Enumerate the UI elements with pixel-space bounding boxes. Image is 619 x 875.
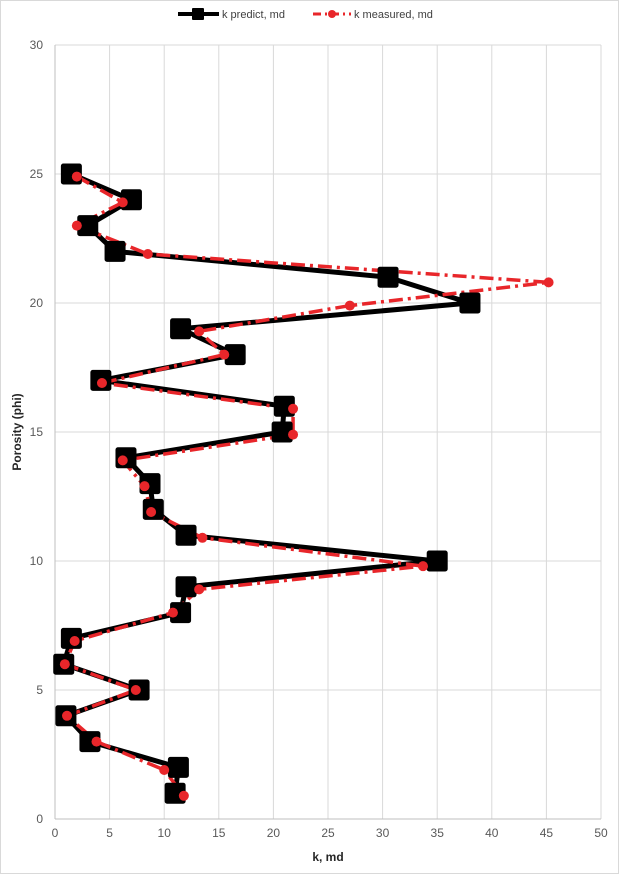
y-tick-label: 5 [36, 683, 43, 697]
tick-labels: 0 5 10 15 20 25 30 35 40 45 50 0 5 10 15 20 25 30 [30, 38, 608, 840]
axes [54, 45, 601, 820]
legend-label-measured: k measured, md [354, 9, 433, 21]
legend: k predict, md k measured, md [178, 8, 433, 21]
predict-marker [104, 240, 126, 262]
x-tick-label: 50 [594, 826, 608, 840]
y-tick-label: 10 [30, 554, 44, 568]
x-tick-label: 30 [376, 826, 390, 840]
x-tick-label: 45 [540, 826, 554, 840]
y-tick-label: 0 [36, 812, 43, 826]
measured-marker [146, 506, 157, 517]
measured-marker [178, 790, 189, 801]
x-axis-title: k, md [312, 850, 343, 864]
measured-marker [344, 300, 355, 311]
predict-marker [459, 292, 481, 314]
x-tick-label: 35 [431, 826, 445, 840]
y-tick-label: 25 [30, 167, 44, 181]
y-tick-label: 15 [30, 425, 44, 439]
legend-label-predict: k predict, md [222, 9, 285, 21]
measured-marker [59, 659, 70, 670]
predict-marker [175, 576, 197, 598]
measured-marker [167, 607, 178, 618]
predict-marker [167, 756, 189, 778]
series-markers [53, 163, 554, 804]
measured-marker [91, 736, 102, 747]
x-tick-label: 5 [106, 826, 113, 840]
predict-marker [175, 524, 197, 546]
measured-marker [159, 764, 170, 775]
measured-marker [117, 455, 128, 466]
x-tick-label: 15 [212, 826, 226, 840]
measured-marker [288, 429, 299, 440]
measured-marker [71, 220, 82, 231]
measured-marker [197, 532, 208, 543]
predict-marker [426, 550, 448, 572]
measured-marker [69, 635, 80, 646]
x-tick-label: 40 [485, 826, 499, 840]
measured-marker [96, 377, 107, 388]
x-tick-label: 10 [158, 826, 172, 840]
legend-marker-predict [192, 8, 204, 20]
y-tick-label: 30 [30, 38, 44, 52]
measured-marker [62, 710, 73, 721]
measured-marker [288, 403, 299, 414]
measured-marker [117, 197, 128, 208]
gridlines [55, 44, 602, 819]
measured-marker [130, 685, 141, 695]
series-lines [61, 171, 551, 797]
legend-item-predict: k predict, md [178, 8, 285, 21]
y-tick-label: 20 [30, 296, 44, 310]
x-tick-label: 20 [267, 826, 281, 840]
predict-marker [170, 318, 192, 340]
legend-item-measured: k measured, md [313, 9, 433, 21]
measured-marker [139, 481, 150, 492]
legend-marker-measured [328, 10, 336, 18]
x-tick-label: 0 [52, 826, 59, 840]
series-line-predict [61, 171, 473, 794]
measured-marker [71, 171, 82, 182]
measured-marker [543, 277, 554, 288]
measured-marker [418, 561, 429, 572]
measured-marker [194, 326, 205, 337]
measured-marker [219, 349, 230, 360]
measured-marker [142, 248, 153, 259]
y-axis-title: Porosity (phi) [10, 393, 24, 470]
measured-marker [194, 584, 205, 595]
predict-marker [377, 266, 399, 288]
x-tick-label: 25 [321, 826, 335, 840]
